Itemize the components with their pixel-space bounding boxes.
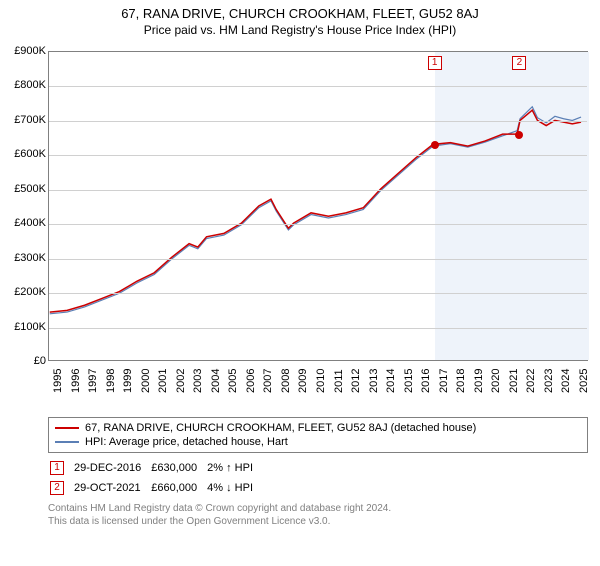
x-tick-label: 2018 (455, 369, 467, 393)
x-tick-label: 2025 (578, 369, 590, 393)
series-hpi (50, 107, 581, 314)
y-tick-label: £900K (0, 45, 46, 57)
x-tick-label: 2024 (560, 369, 572, 393)
sale-marker: 1 (428, 56, 442, 70)
sale-price: £630,000 (151, 459, 205, 477)
plot-svg (49, 52, 587, 360)
x-tick-label: 2013 (368, 369, 380, 393)
y-tick-label: £600K (0, 148, 46, 160)
gridline (49, 259, 587, 260)
sale-date: 29-OCT-2021 (74, 479, 149, 497)
y-tick-label: £200K (0, 286, 46, 298)
sale-key: 2 (50, 481, 64, 495)
x-tick-label: 2003 (192, 369, 204, 393)
sale-price: £660,000 (151, 479, 205, 497)
sale-dot (431, 141, 439, 149)
chart-subtitle: Price paid vs. HM Land Registry's House … (0, 23, 600, 37)
chart-area: 12 £0£100K£200K£300K£400K£500K£600K£700K… (0, 43, 600, 413)
gridline (49, 86, 587, 87)
sale-hpi-delta: 2% ↑ HPI (207, 459, 261, 477)
legend-label-price-paid: 67, RANA DRIVE, CHURCH CROOKHAM, FLEET, … (85, 422, 476, 434)
x-tick-label: 2012 (350, 369, 362, 393)
x-tick-label: 2023 (543, 369, 555, 393)
legend-swatch-price-paid (55, 427, 79, 429)
sale-row: 2 29-OCT-2021£660,0004% ↓ HPI (50, 479, 261, 497)
legend-row-price-paid: 67, RANA DRIVE, CHURCH CROOKHAM, FLEET, … (55, 421, 581, 435)
y-tick-label: £300K (0, 252, 46, 264)
x-tick-label: 2008 (280, 369, 292, 393)
sale-dot (515, 131, 523, 139)
x-tick-label: 2002 (175, 369, 187, 393)
x-tick-label: 2019 (473, 369, 485, 393)
y-tick-label: £500K (0, 183, 46, 195)
legend-row-hpi: HPI: Average price, detached house, Hart (55, 435, 581, 449)
x-tick-label: 1997 (87, 369, 99, 393)
y-tick-label: £0 (0, 355, 46, 367)
x-tick-label: 2010 (315, 369, 327, 393)
footer-line-1: Contains HM Land Registry data © Crown c… (48, 503, 588, 516)
sale-row: 1 29-DEC-2016£630,0002% ↑ HPI (50, 459, 261, 477)
x-tick-label: 2004 (210, 369, 222, 393)
x-tick-label: 1998 (105, 369, 117, 393)
gridline (49, 155, 587, 156)
sale-date: 29-DEC-2016 (74, 459, 149, 477)
x-tick-label: 2000 (140, 369, 152, 393)
x-tick-label: 2017 (438, 369, 450, 393)
series-price_paid (50, 110, 581, 312)
x-tick-label: 1995 (52, 369, 64, 393)
plot-area: 12 (48, 51, 588, 361)
legend-swatch-hpi (55, 441, 79, 443)
x-tick-label: 2005 (227, 369, 239, 393)
x-tick-label: 1999 (122, 369, 134, 393)
x-tick-label: 2011 (333, 369, 345, 393)
gridline (49, 328, 587, 329)
y-tick-label: £700K (0, 114, 46, 126)
sale-key: 1 (50, 461, 64, 475)
x-tick-label: 2001 (157, 369, 169, 393)
footer-line-2: This data is licensed under the Open Gov… (48, 516, 588, 529)
y-tick-label: £100K (0, 321, 46, 333)
x-tick-label: 2021 (508, 369, 520, 393)
x-tick-label: 1996 (70, 369, 82, 393)
x-tick-label: 2016 (420, 369, 432, 393)
x-tick-label: 2009 (297, 369, 309, 393)
legend-label-hpi: HPI: Average price, detached house, Hart (85, 436, 288, 448)
x-tick-label: 2007 (262, 369, 274, 393)
sales-table: 1 29-DEC-2016£630,0002% ↑ HPI 2 29-OCT-2021… (48, 457, 263, 499)
y-tick-label: £400K (0, 217, 46, 229)
x-tick-label: 2014 (385, 369, 397, 393)
footer: Contains HM Land Registry data © Crown c… (48, 503, 588, 528)
x-tick-label: 2006 (245, 369, 257, 393)
x-tick-label: 2022 (525, 369, 537, 393)
sale-hpi-delta: 4% ↓ HPI (207, 479, 261, 497)
gridline (49, 293, 587, 294)
sale-marker: 2 (512, 56, 526, 70)
x-tick-label: 2015 (403, 369, 415, 393)
chart-title: 67, RANA DRIVE, CHURCH CROOKHAM, FLEET, … (0, 6, 600, 21)
x-tick-label: 2020 (490, 369, 502, 393)
gridline (49, 224, 587, 225)
legend: 67, RANA DRIVE, CHURCH CROOKHAM, FLEET, … (48, 417, 588, 453)
y-tick-label: £800K (0, 79, 46, 91)
gridline (49, 121, 587, 122)
gridline (49, 190, 587, 191)
